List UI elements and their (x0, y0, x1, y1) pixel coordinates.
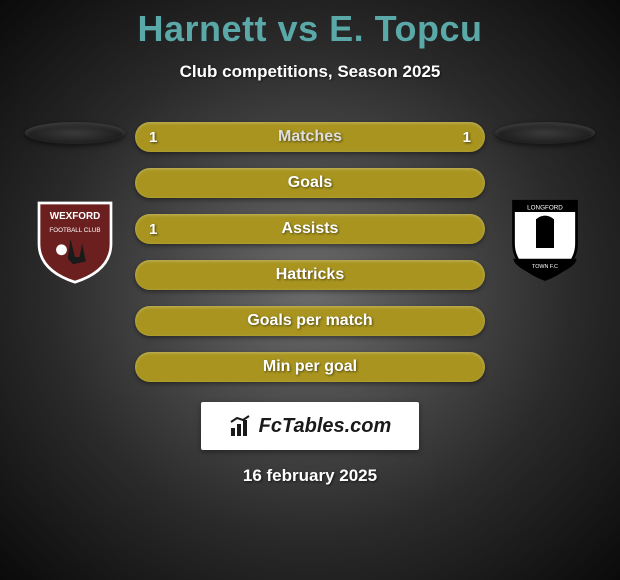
chart-icon (229, 414, 253, 438)
vs-text: vs (278, 8, 319, 49)
date-text: 16 february 2025 (243, 466, 377, 486)
season-subtitle: Club competitions, Season 2025 (180, 62, 441, 82)
right-column: LONGFORD TOWN F.C (495, 122, 595, 284)
stat-bar-goals: Goals (135, 168, 485, 198)
stat-left-value: 1 (149, 221, 157, 238)
left-team-badge: WEXFORD FOOTBALL CLUB (30, 194, 120, 284)
stat-label: Goals per match (247, 312, 372, 330)
brand-box: FcTables.com (201, 402, 420, 450)
svg-text:WEXFORD: WEXFORD (50, 211, 100, 222)
main-row: WEXFORD FOOTBALL CLUB Matches 1 1 Goals Assi… (0, 122, 620, 382)
stat-label: Min per goal (263, 358, 357, 376)
stat-label: Matches (278, 128, 342, 146)
svg-text:FOOTBALL CLUB: FOOTBALL CLUB (49, 227, 100, 234)
stat-label: Assists (282, 220, 339, 238)
right-ellipse-shadow (495, 122, 595, 144)
stat-bar-hattricks: Hattricks (135, 260, 485, 290)
player1-name: Harnett (138, 8, 268, 49)
svg-text:LONGFORD: LONGFORD (527, 204, 563, 211)
stat-right-value: 1 (463, 129, 471, 146)
stat-left-value: 1 (149, 129, 157, 146)
longford-badge-icon: LONGFORD TOWN F.C (500, 194, 590, 284)
stat-bar-min-per-goal: Min per goal (135, 352, 485, 382)
stat-bar-assists: Assists 1 (135, 214, 485, 244)
left-column: WEXFORD FOOTBALL CLUB (25, 122, 125, 284)
stat-bar-goals-per-match: Goals per match (135, 306, 485, 336)
stats-column: Matches 1 1 Goals Assists 1 Hattricks Goals per… (135, 122, 485, 382)
right-team-badge: LONGFORD TOWN F.C (500, 194, 590, 284)
left-ellipse-shadow (25, 122, 125, 144)
brand-text: FcTables.com (259, 415, 392, 438)
stat-label: Goals (288, 174, 332, 192)
player2-name: E. Topcu (329, 8, 482, 49)
comparison-title: Harnett vs E. Topcu (138, 8, 483, 50)
main-container: Harnett vs E. Topcu Club competitions, S… (0, 0, 620, 580)
wexford-badge-icon: WEXFORD FOOTBALL CLUB (30, 194, 120, 284)
stat-label: Hattricks (276, 266, 344, 284)
svg-text:TOWN F.C: TOWN F.C (532, 264, 558, 270)
stat-bar-matches: Matches 1 1 (135, 122, 485, 152)
